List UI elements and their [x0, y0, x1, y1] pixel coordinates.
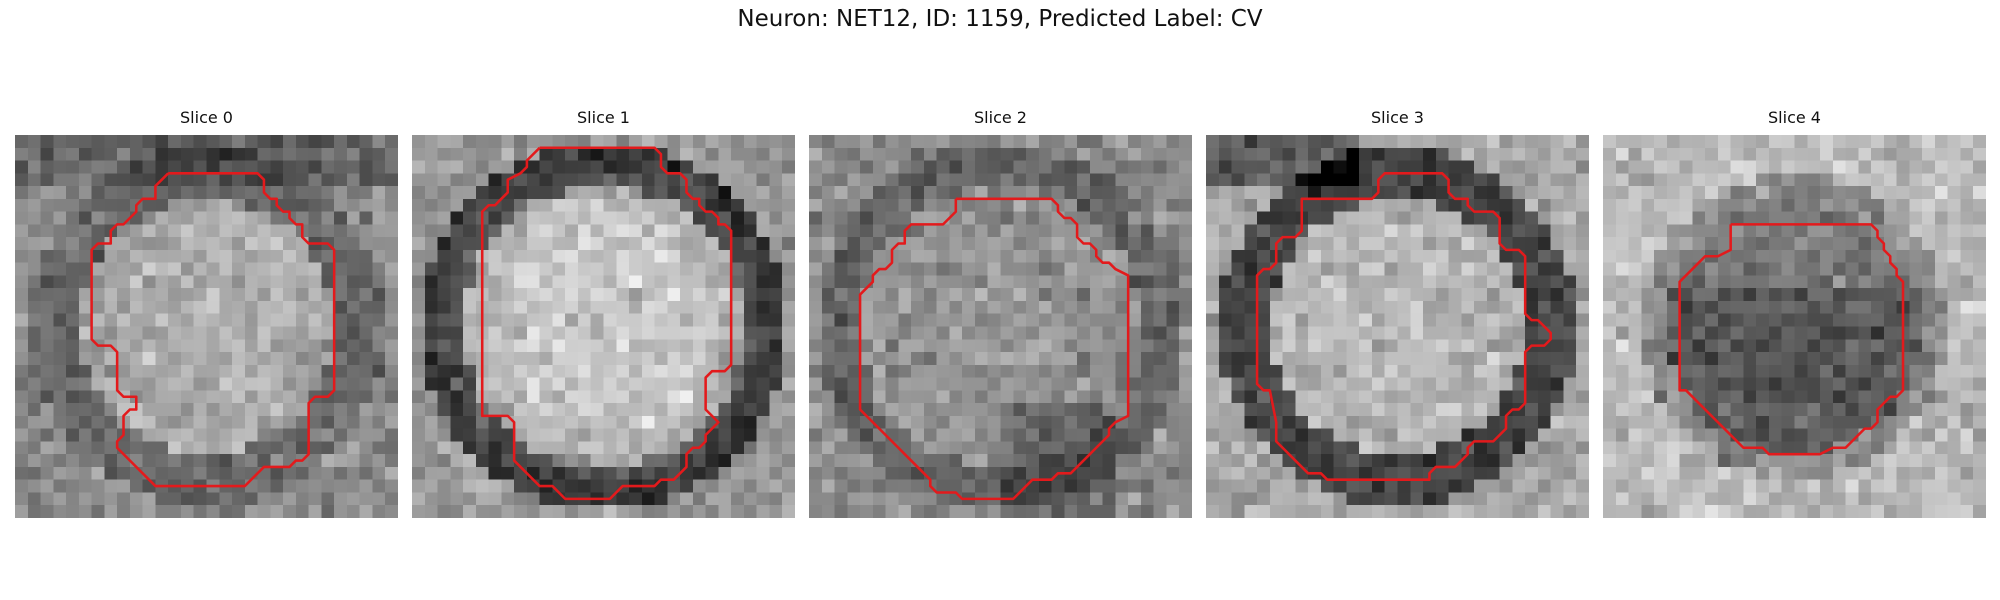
slice-2-title: Slice 2 [974, 108, 1027, 127]
slice-4-title: Slice 4 [1768, 108, 1821, 127]
slice-4-image [1603, 135, 1986, 518]
figure-title: Neuron: NET12, ID: 1159, Predicted Label… [737, 6, 1263, 32]
slice-1-title: Slice 1 [577, 108, 630, 127]
slice-0-image [15, 135, 398, 518]
slice-3-title: Slice 3 [1371, 108, 1424, 127]
slice-3-image [1206, 135, 1589, 518]
slice-2-image [809, 135, 1192, 518]
slice-0-title: Slice 0 [180, 108, 233, 127]
slice-1-image [412, 135, 795, 518]
